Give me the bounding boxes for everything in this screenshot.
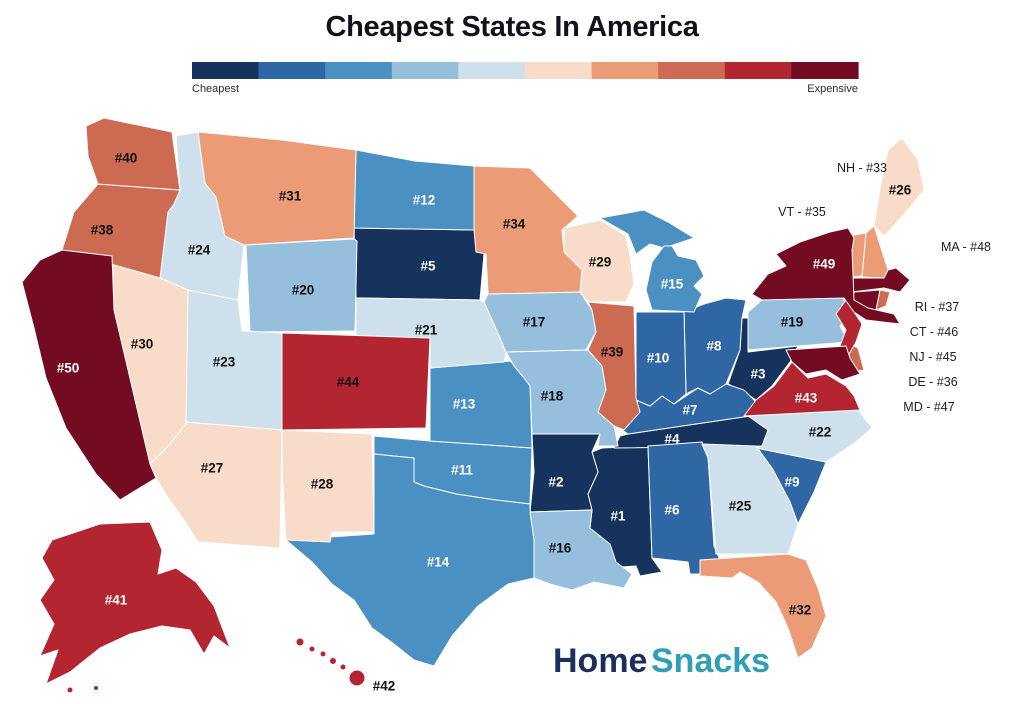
legend-swatch (325, 62, 393, 79)
legend-colorbar (192, 62, 859, 79)
brand-home: Home (553, 642, 647, 680)
state-mi (645, 245, 705, 313)
external-state-label: MA - #48 (941, 240, 991, 254)
external-state-label: NJ - #45 (909, 350, 956, 364)
state-ak-island (93, 685, 99, 691)
external-labels-layer: NH - #33 VT - #35 MA - #48 RI - #37 CT - #46… (778, 161, 991, 414)
external-state-label: NH - #33 (837, 161, 887, 175)
state-ak (39, 521, 231, 685)
state-mt (197, 131, 357, 246)
state-hi-island (329, 657, 337, 665)
state-sd (353, 227, 485, 301)
legend-swatch (525, 62, 593, 79)
legend-swatch (192, 62, 260, 79)
state-hi-island (319, 650, 327, 658)
state-hi-island (295, 637, 305, 647)
legend-swatch (724, 62, 792, 79)
legend-low-label: Cheapest (192, 83, 239, 95)
legend-swatch (791, 62, 859, 79)
state-wa (85, 117, 181, 191)
brand-snacks: Snacks (651, 642, 770, 680)
state-ks (429, 360, 533, 449)
brand-logo: Home Snacks (553, 642, 770, 680)
external-state-label: RI - #37 (915, 300, 960, 314)
state-ar (529, 433, 601, 513)
external-state-label: VT - #35 (778, 205, 826, 219)
state-tx (285, 453, 535, 667)
state-fl (699, 553, 827, 659)
state-nc (747, 409, 873, 463)
legend-swatch (258, 62, 326, 79)
external-state-label: MD - #47 (903, 400, 954, 414)
state-va (743, 361, 861, 417)
state-co (281, 332, 431, 431)
legend-swatch (391, 62, 459, 79)
legend-swatch (458, 62, 526, 79)
state-hi-island (339, 663, 347, 671)
external-state-label: DE - #36 (908, 375, 957, 389)
state-la (529, 509, 633, 591)
state-hi-island (348, 669, 366, 687)
state-mn (473, 165, 583, 295)
state-in (635, 311, 687, 407)
state-il (587, 301, 641, 431)
state-nm (281, 429, 375, 543)
legend-swatch (658, 62, 726, 79)
state-ga (701, 443, 799, 555)
state-oh (683, 297, 747, 395)
state-hi-island (308, 645, 316, 653)
state-ca (21, 249, 157, 501)
external-state-label: CT - #46 (910, 325, 958, 339)
state-pa (747, 295, 851, 351)
states-layer (21, 117, 925, 694)
state-md (785, 345, 861, 381)
legend-swatch (591, 62, 659, 79)
legend-high-label: Expensive (807, 83, 858, 95)
state-me (873, 137, 925, 237)
state-ny (751, 227, 901, 325)
state-ma (850, 267, 911, 293)
state-ak-island (66, 686, 74, 694)
state-wy (245, 238, 358, 333)
page-title: Cheapest States In America (325, 11, 699, 43)
